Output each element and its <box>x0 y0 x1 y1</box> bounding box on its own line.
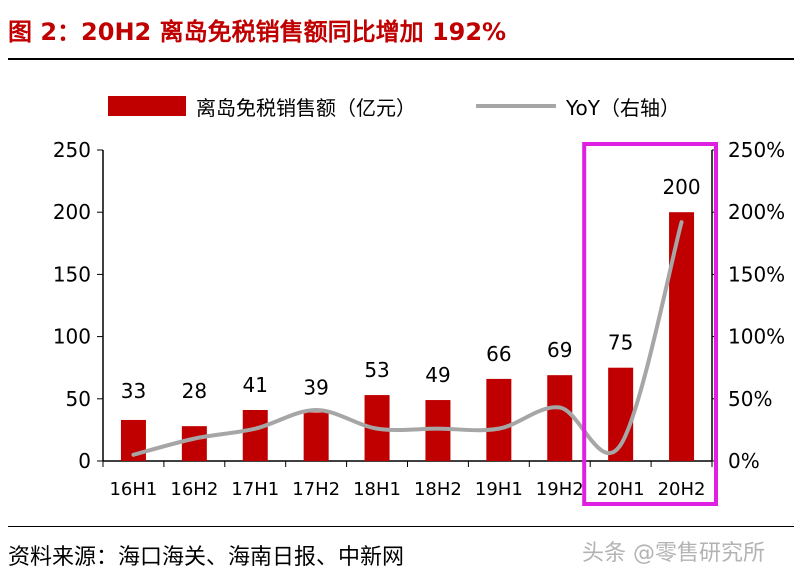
bar-16H2 <box>181 426 207 461</box>
figure-title: 图 2：20H2 离岛免税销售额同比增加 192% <box>8 18 507 46</box>
watermark: 头条 @零售研究所 <box>582 541 765 566</box>
x-tick-label: 17H2 <box>292 479 340 500</box>
x-tick-label: 18H2 <box>414 479 462 500</box>
yoy-line-group <box>131 220 684 457</box>
data-label-19H1: 66 <box>486 342 511 366</box>
y-right-tick-label: 250% <box>728 138 785 162</box>
y-left-tick-label: 0 <box>78 449 91 473</box>
yoy-line <box>131 220 684 457</box>
data-label-18H2: 49 <box>425 363 450 387</box>
y-right-tick-label: 150% <box>728 262 785 286</box>
data-label-17H2: 39 <box>303 375 328 399</box>
y-left-tick-label: 50 <box>66 387 91 411</box>
bar-20H2 <box>669 212 695 461</box>
data-label-16H1: 33 <box>121 379 146 403</box>
data-labels: 33 28 41 39 53 49 66 69 75 200 <box>121 175 701 403</box>
bar-17H2 <box>303 412 329 461</box>
x-tick-label: 20H2 <box>658 479 706 500</box>
x-tick-label: 17H1 <box>231 479 279 500</box>
legend: 离岛免税销售额（亿元） YoY（右轴） <box>108 96 680 120</box>
data-label-20H2: 200 <box>662 175 700 199</box>
legend-line-label: YoY（右轴） <box>565 96 680 120</box>
y-right-tick-label: 0% <box>728 449 760 473</box>
y-left-tick-label: 200 <box>53 200 91 224</box>
x-tick-label: 16H2 <box>170 479 218 500</box>
bottom-rule <box>8 526 794 527</box>
y-left-tick-label: 250 <box>53 138 91 162</box>
source-note: 资料来源：海口海关、海南日报、中新网 <box>8 545 405 570</box>
y-right-tick-label: 100% <box>728 325 785 349</box>
x-tick-label: 16H1 <box>109 479 157 500</box>
legend-bar-swatch <box>108 96 186 116</box>
top-rule <box>8 58 794 60</box>
highlight-box <box>582 142 719 506</box>
x-tick-label: 20H1 <box>597 479 645 500</box>
legend-bar-label: 离岛免税销售额（亿元） <box>196 96 416 120</box>
x-tick-label: 19H2 <box>536 479 584 500</box>
data-label-19H2: 69 <box>547 338 572 362</box>
data-label-16H2: 28 <box>182 379 207 403</box>
y-ticks: 0 50 100 150 200 250 0% 50% 100% 150% 200% 250% <box>53 138 785 473</box>
y-right-tick-label: 50% <box>728 387 772 411</box>
data-label-17H1: 41 <box>243 373 268 397</box>
x-ticks: 16H1 16H2 17H1 17H2 18H1 18H2 19H1 19H2 20H1 20H2 <box>109 479 705 500</box>
bar-17H1 <box>242 409 268 461</box>
y-left-tick-label: 150 <box>53 262 91 286</box>
data-label-18H1: 53 <box>364 358 389 382</box>
y-right-tick-label: 200% <box>728 200 785 224</box>
bar-19H2 <box>547 375 573 461</box>
y-left-tick-label: 100 <box>53 325 91 349</box>
bar-19H1 <box>486 378 512 461</box>
x-tick-label: 19H1 <box>475 479 523 500</box>
x-tick-label: 18H1 <box>353 479 401 500</box>
data-label-20H1: 75 <box>608 331 633 355</box>
